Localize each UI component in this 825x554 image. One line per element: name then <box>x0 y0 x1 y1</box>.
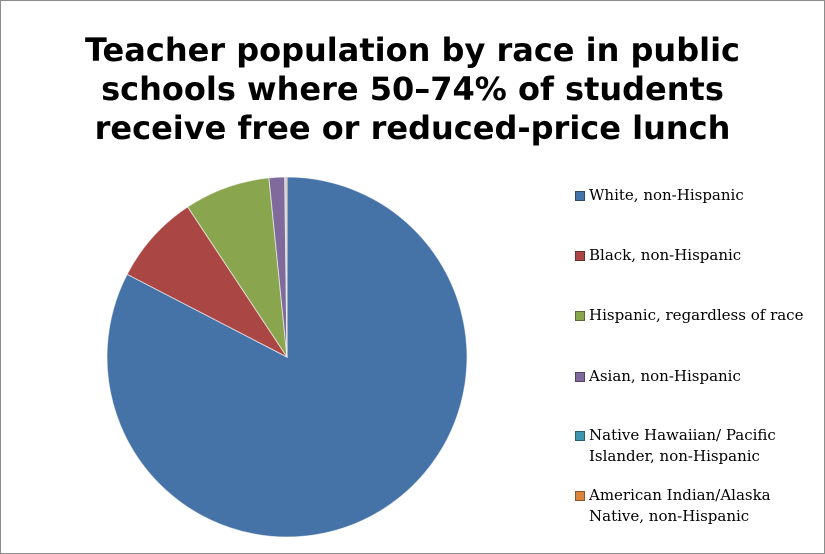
legend-label: American Indian/Alaska Native, non-Hispa… <box>589 486 771 525</box>
legend-item-3: Asian, non-Hispanic <box>575 366 820 387</box>
legend-swatch <box>575 311 585 321</box>
legend-label: Hispanic, regardless of race <box>589 306 804 324</box>
pie-slice-1 <box>126 206 289 359</box>
legend-swatch <box>575 251 585 261</box>
pie-slice-5 <box>285 176 288 358</box>
legend-item-2: Hispanic, regardless of race <box>575 305 820 326</box>
legend-label: Native Hawaiian/ Pacific Islander, non-H… <box>589 426 776 465</box>
legend-swatch <box>575 491 585 501</box>
legend-item-4: Native Hawaiian/ Pacific Islander, non-H… <box>575 425 820 467</box>
legend-swatch <box>575 372 585 382</box>
legend-swatch <box>575 431 585 441</box>
legend-label: White, non-Hispanic <box>589 186 744 204</box>
legend-item-1: Black, non-Hispanic <box>575 245 820 266</box>
legend-label: Asian, non-Hispanic <box>589 367 741 385</box>
legend-label: Black, non-Hispanic <box>589 246 742 264</box>
legend-swatch <box>575 191 585 201</box>
chart-title: Teacher population by race in public sch… <box>84 31 741 147</box>
legend-item-0: White, non-Hispanic <box>575 185 820 206</box>
legend-item-5: American Indian/Alaska Native, non-Hispa… <box>575 485 820 527</box>
